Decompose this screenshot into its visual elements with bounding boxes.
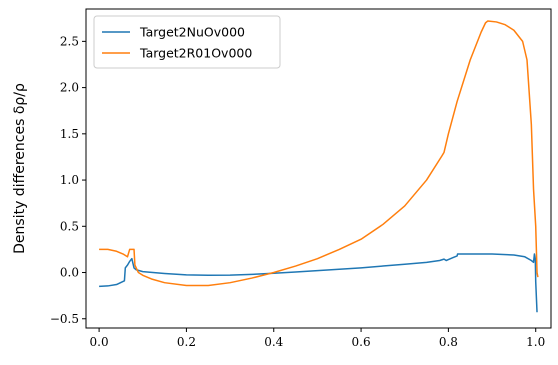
y-axis-label: Density differences δρ/ρ (12, 83, 28, 254)
x-tick-label: 0.4 (264, 335, 283, 349)
series-line-2 (99, 20, 539, 287)
plot-lines (99, 20, 539, 313)
y-tick-label: 0.0 (60, 266, 79, 280)
y-tick-label: −0.5 (50, 312, 79, 326)
legend: Target2NuOv000 Target2R01Ov000 (93, 15, 281, 69)
axis-ticks: 0.0 0.2 0.4 0.6 0.8 1.0 −0.5 0.0 0.5 1.0 1.5 2.0 2.5 (50, 34, 545, 349)
y-tick-label: 2.5 (60, 34, 79, 48)
x-tick-label: 1.0 (526, 335, 545, 349)
y-tick-label: 1.0 (60, 173, 79, 187)
legend-label: Target2NuOv000 (139, 25, 245, 40)
x-tick-label: 0.8 (439, 335, 458, 349)
y-tick-label: 2.0 (60, 81, 79, 95)
legend-label: Target2R01Ov000 (139, 46, 252, 61)
y-tick-label: 1.5 (60, 127, 79, 141)
series-line-1 (99, 253, 538, 313)
x-tick-label: 0.2 (177, 335, 196, 349)
plot-frame (85, 8, 552, 329)
x-tick-label: 0.6 (352, 335, 371, 349)
legend-box (93, 15, 281, 69)
x-tick-label: 0.0 (90, 335, 109, 349)
y-tick-label: 0.5 (60, 219, 79, 233)
